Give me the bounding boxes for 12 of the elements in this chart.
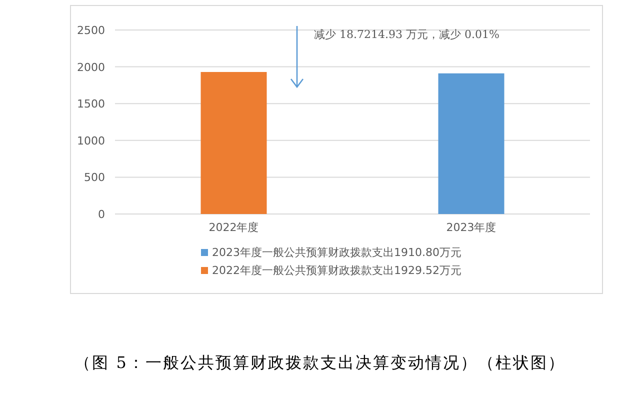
y-tick-label: 2000 xyxy=(77,60,105,74)
x-tick-label: 2022年度 xyxy=(208,221,259,234)
y-tick-label: 2500 xyxy=(77,24,105,37)
annotation: 减少 18.7214.93 万元，减少 0.01% xyxy=(314,27,500,43)
legend-label: 2023年度一般公共预算财政拨款支出1910.80万元 xyxy=(212,246,462,259)
y-tick-label: 500 xyxy=(84,171,105,184)
y-tick-label: 0 xyxy=(98,208,105,221)
y-tick-label: 1500 xyxy=(77,98,105,111)
legend-label: 2022年度一般公共预算财政拨款支出1929.52万元 xyxy=(212,264,462,277)
x-tick-label: 2023年度 xyxy=(446,221,496,234)
y-tick-label: 1000 xyxy=(77,134,105,148)
text: （图 5：一般公共预算财政拨款支出决算变动情况）（柱状图） xyxy=(74,353,566,372)
